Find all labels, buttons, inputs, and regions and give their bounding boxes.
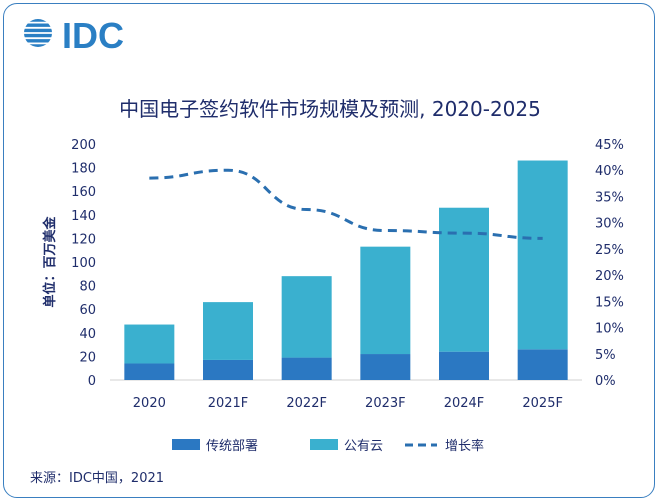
legend-label: 增长率: [445, 438, 484, 454]
globe-icon: [24, 19, 52, 47]
bars: [124, 160, 568, 380]
bar-public-cloud: [439, 207, 489, 352]
y2-tick-label: 35%: [595, 190, 624, 205]
y-tick-label: 0: [88, 374, 96, 389]
y2-tick-label: 5%: [595, 348, 616, 363]
bar-on-premise: [203, 359, 253, 380]
legend-item: 公有云: [310, 439, 383, 454]
y-tick-label: 100: [71, 256, 96, 271]
y2-tick-label: 10%: [595, 322, 624, 337]
y-tick-label: 40: [79, 327, 96, 342]
bar-on-premise: [517, 349, 568, 380]
x-tick-label: 2023F: [365, 396, 406, 411]
bar-public-cloud: [281, 276, 332, 358]
y-tick-label: 80: [79, 280, 96, 295]
y2-tick-label: 25%: [595, 243, 624, 258]
y-axis-ticks: 0 20 40 60 80 100 120 140 160 180 200: [71, 138, 96, 389]
legend-label: 传统部署: [206, 439, 258, 454]
bar-public-cloud: [517, 160, 568, 350]
logo-text: IDC: [62, 15, 124, 56]
y2-axis-ticks: 0% 5% 10% 15% 20% 25% 30% 35% 40% 45%: [595, 138, 624, 389]
bar-public-cloud: [124, 324, 175, 364]
y2-tick-label: 40%: [595, 164, 624, 179]
y2-tick-label: 45%: [595, 138, 624, 153]
y-tick-label: 200: [71, 138, 96, 153]
y-tick-label: 60: [79, 303, 96, 318]
bar-public-cloud: [203, 302, 253, 360]
bar-on-premise: [360, 354, 411, 380]
bar-on-premise: [124, 363, 175, 380]
bar-on-premise: [439, 351, 489, 380]
idc-logo: IDC: [24, 15, 124, 56]
y2-tick-label: 15%: [595, 295, 624, 310]
y-tick-label: 160: [71, 185, 96, 200]
x-tick-label: 2025F: [522, 396, 563, 411]
y-tick-label: 180: [71, 162, 96, 177]
bar-public-cloud: [360, 246, 411, 355]
y-tick-label: 20: [79, 350, 96, 365]
y2-tick-label: 20%: [595, 269, 624, 284]
bar-on-premise: [281, 357, 332, 380]
legend-swatch: [172, 439, 200, 450]
y-tick-label: 120: [71, 232, 96, 247]
legend: 传统部署 公有云 增长率: [172, 438, 484, 454]
x-tick-label: 2024F: [444, 396, 485, 411]
x-tick-label: 2020: [133, 396, 166, 411]
chart-title: 中国电子签约软件市场规模及预测, 2020-2025: [119, 97, 541, 121]
y2-tick-label: 30%: [595, 217, 624, 232]
y2-tick-label: 0%: [595, 374, 616, 389]
legend-label: 公有云: [344, 439, 383, 454]
x-tick-label: 2021F: [208, 396, 249, 411]
y-tick-label: 140: [71, 209, 96, 224]
legend-item: 传统部署: [172, 439, 258, 454]
legend-swatch: [310, 439, 338, 450]
y-axis-label: 单位：百万美金: [42, 216, 58, 308]
x-tick-label: 2022F: [286, 396, 327, 411]
legend-item: 增长率: [405, 438, 484, 454]
source-note: 来源：IDC中国，2021: [30, 471, 164, 486]
x-axis-ticks: 2020 2021F 2022F 2023F 2024F 2025F: [133, 396, 563, 411]
